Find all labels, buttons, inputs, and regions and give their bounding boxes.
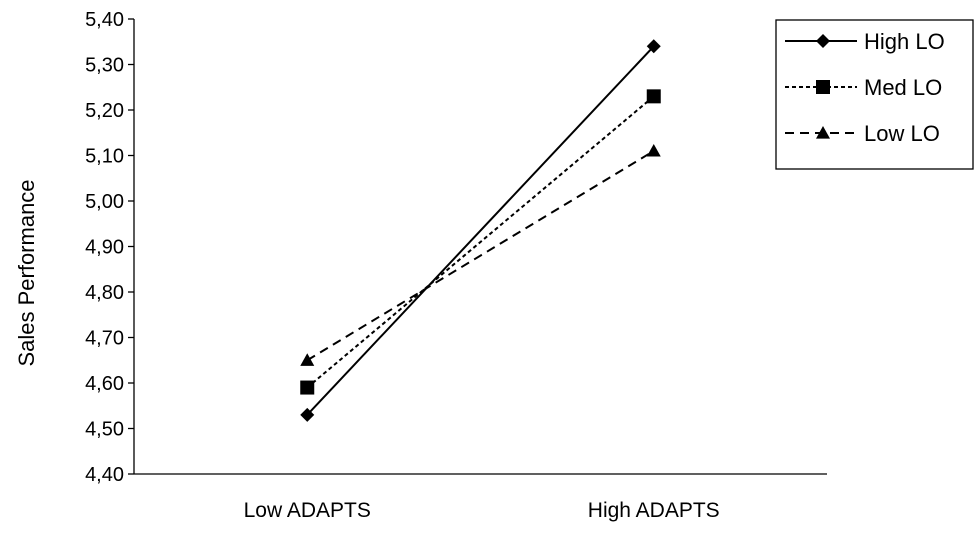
square-marker bbox=[300, 380, 315, 395]
triangle-marker bbox=[816, 126, 830, 139]
series-high-lo bbox=[300, 39, 661, 422]
series-line bbox=[306, 45, 655, 416]
legend-box bbox=[775, 19, 974, 170]
triangle-marker bbox=[646, 143, 661, 157]
diamond-marker bbox=[816, 34, 830, 48]
y-tick-label: 5,30 bbox=[85, 55, 124, 77]
y-tick-label: 4,60 bbox=[85, 373, 124, 395]
y-tick-label: 4,50 bbox=[85, 419, 124, 441]
square-marker bbox=[816, 80, 830, 94]
triangle-marker bbox=[300, 353, 315, 366]
legend: High LO Med LO Low LO bbox=[775, 19, 974, 170]
y-tick-label: 4,80 bbox=[85, 282, 124, 304]
x-category-label: High ADAPTS bbox=[588, 499, 720, 522]
axes: 4,40 4,50 4,60 4,70 4,80 4,90 5,00 5,10 5,20 5,30… bbox=[85, 9, 827, 522]
series-layer bbox=[300, 39, 661, 422]
x-category-label: Low ADAPTS bbox=[244, 499, 371, 522]
y-tick-label: 4,40 bbox=[85, 464, 124, 486]
diamond-marker bbox=[646, 39, 661, 54]
y-tick-label: 5,00 bbox=[85, 191, 124, 213]
y-tick-label: 5,10 bbox=[85, 146, 124, 168]
y-tick-label: 4,70 bbox=[85, 328, 124, 350]
square-marker bbox=[646, 89, 661, 104]
series-med-lo bbox=[300, 89, 661, 395]
legend-label: Med LO bbox=[864, 75, 942, 100]
legend-label: Low LO bbox=[864, 121, 940, 146]
y-axis-title: Sales Performance bbox=[14, 179, 39, 366]
y-tick-label: 4,90 bbox=[85, 237, 124, 259]
y-tick-label: 5,40 bbox=[85, 9, 124, 31]
series-low-lo bbox=[300, 143, 661, 366]
series-line bbox=[306, 95, 655, 389]
diamond-marker bbox=[300, 407, 315, 422]
y-tick-label: 5,20 bbox=[85, 100, 124, 122]
legend-label: High LO bbox=[864, 29, 945, 54]
series-line bbox=[306, 150, 655, 362]
